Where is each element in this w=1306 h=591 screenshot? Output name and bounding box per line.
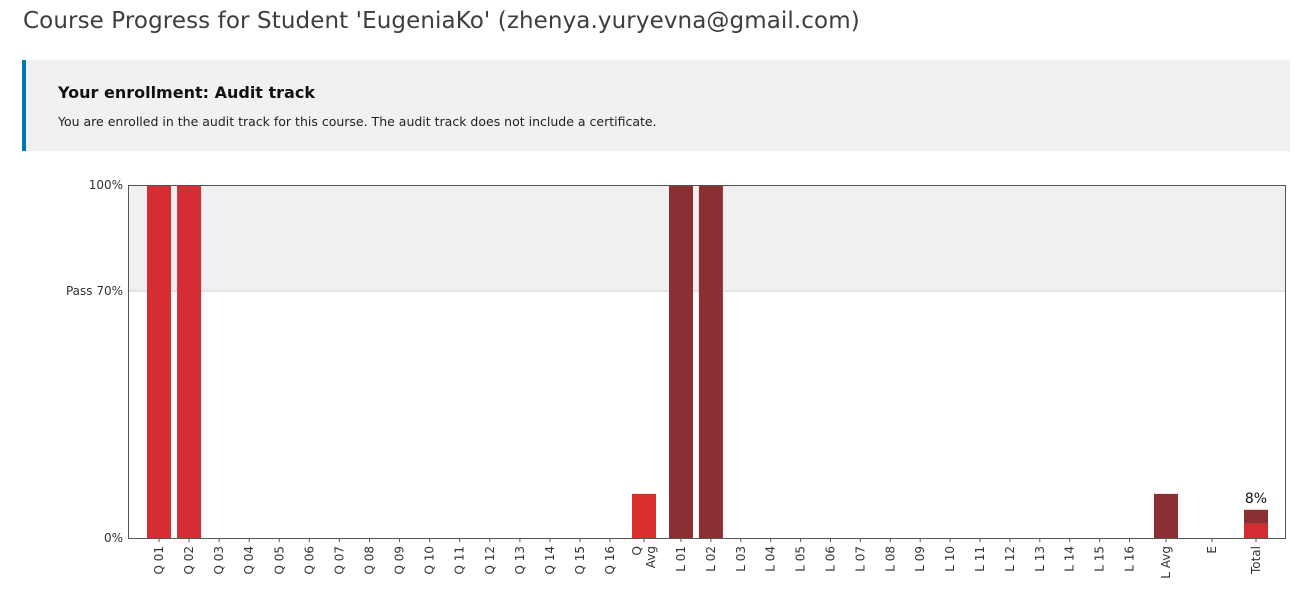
enrollment-message: You are enrolled in the audit track for …	[58, 114, 657, 129]
x-tick-label: L 02	[704, 546, 718, 572]
x-tick-label: Q 13	[513, 546, 527, 575]
page-title: Course Progress for Student 'EugeniaKo' …	[23, 8, 860, 34]
x-tick-label: L 12	[1003, 546, 1017, 572]
x-tick-label: Avg	[644, 546, 658, 568]
progress-chart: 100%Pass 70%0% Q 01 Q 02 Q 03 Q 04 Q 05 Q 06 Q…	[66, 178, 1286, 579]
x-tick-label: Q 04	[242, 546, 256, 575]
x-tick-label: Q 15	[573, 546, 587, 575]
x-tick-label: L 16	[1123, 546, 1137, 572]
x-tick-label: L 03	[734, 546, 748, 572]
x-tick-label: Q 12	[483, 546, 497, 575]
x-tick-label: Total	[1249, 546, 1263, 575]
bar-group	[147, 185, 1268, 538]
x-tick-label: L Avg	[1159, 546, 1173, 579]
x-tick-label: Q 09	[393, 546, 407, 575]
x-tick-label: Q 14	[543, 546, 557, 575]
plot-frame	[128, 185, 1286, 539]
x-tick-label: L 10	[943, 546, 957, 572]
x-axis: Q 01 Q 02 Q 03 Q 04 Q 05 Q 06 Q 07 Q 08 Q 09 Q 10…	[152, 538, 1263, 579]
x-tick-label: L 07	[853, 546, 867, 572]
x-tick-label: L 11	[973, 546, 987, 572]
bar-l-01	[669, 185, 693, 538]
x-tick-label: L 04	[764, 546, 778, 572]
x-tick-label: Q 10	[423, 546, 437, 575]
y-tick-label: 100%	[89, 178, 123, 192]
x-tick-label: E	[1205, 546, 1219, 554]
x-tick-label: L 05	[794, 546, 808, 572]
bar-l-02	[698, 185, 723, 538]
bar-q-avg	[632, 493, 656, 538]
bar-l-avg	[1154, 493, 1178, 538]
x-tick-label: Q	[630, 546, 644, 555]
x-tick-label: L 08	[883, 546, 897, 572]
x-tick-label: Q 03	[212, 546, 226, 575]
y-tick-label: 0%	[104, 531, 123, 545]
x-tick-label: L 15	[1093, 546, 1107, 572]
x-tick-label: Q 07	[332, 546, 346, 575]
x-tick-label: Q 06	[302, 546, 316, 575]
enrollment-heading: Your enrollment: Audit track	[58, 83, 315, 102]
x-tick-label: Q 11	[453, 546, 467, 575]
enrollment-banner: Your enrollment: Audit track You are enr…	[22, 60, 1290, 151]
x-tick-label: Q 02	[182, 546, 196, 575]
y-tick-label: Pass 70%	[66, 284, 123, 298]
x-tick-label: L 06	[824, 546, 838, 572]
x-tick-label: Q 08	[362, 546, 376, 575]
bar-q-02	[177, 185, 202, 538]
x-tick-label: Q 05	[272, 546, 286, 575]
x-tick-label: Q 16	[603, 546, 617, 575]
x-tick-label: Q 01	[152, 546, 166, 575]
x-tick-label: L 14	[1063, 546, 1077, 572]
bar-total-part-1	[1244, 523, 1268, 538]
x-tick-label: L 13	[1033, 546, 1047, 572]
total-annotation: 8%	[1245, 491, 1267, 507]
annotations: 8%	[1245, 491, 1267, 507]
bar-total-part-2	[1244, 509, 1268, 524]
x-tick-label: L 09	[913, 546, 927, 572]
x-tick-label: L 01	[674, 546, 688, 572]
bar-q-01	[147, 185, 171, 538]
y-axis: 100% Pass 70% 0%	[66, 178, 123, 545]
